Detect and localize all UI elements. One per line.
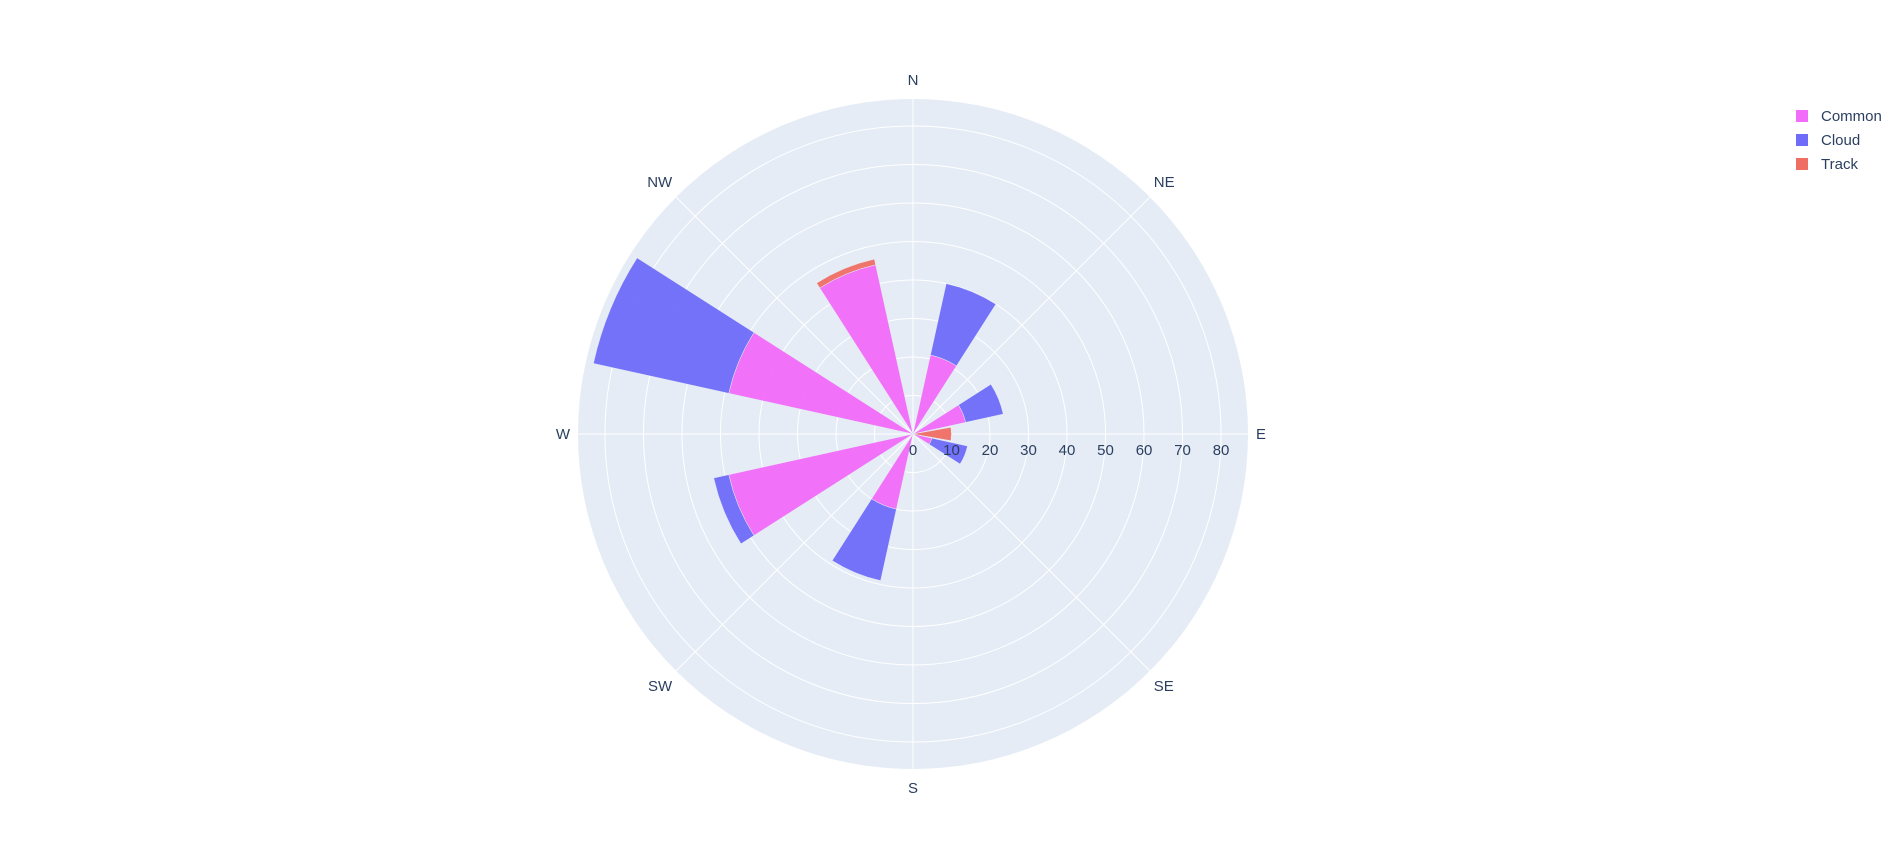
direction-label-s: S	[908, 780, 918, 797]
bar-cloud-wnw	[593, 257, 755, 394]
legend-item-cloud[interactable]: Cloud	[1796, 132, 1860, 149]
direction-label-ne: NE	[1154, 174, 1175, 191]
grid-spoke	[912, 196, 1151, 435]
legend-swatch	[1796, 158, 1808, 170]
polar-grid	[578, 99, 1248, 769]
bar-track-e	[912, 426, 952, 442]
legend-item-common[interactable]: Common	[1796, 108, 1882, 125]
angular-axis-labels: N NE E SE S SW W NW	[556, 72, 1266, 797]
bar-cloud-wsw	[713, 474, 755, 545]
bar-cloud-ssw	[831, 498, 897, 581]
bars	[593, 257, 1004, 581]
radial-tick-label: 80	[1213, 442, 1230, 459]
radial-tick-label: 50	[1097, 442, 1114, 459]
legend-label: Track	[1821, 156, 1858, 173]
radial-tick-label: 30	[1020, 442, 1037, 459]
direction-label-n: N	[908, 72, 919, 89]
radial-tick-label: 20	[982, 442, 999, 459]
radial-tick-label: 60	[1136, 442, 1153, 459]
bar-cloud-nne	[930, 283, 997, 367]
bar-cloud-ene	[958, 383, 1004, 423]
legend[interactable]: Common Cloud Track	[1796, 108, 1882, 173]
direction-label-nw: NW	[647, 174, 673, 191]
direction-label-w: W	[556, 426, 571, 443]
legend-swatch	[1796, 110, 1808, 122]
grid-spoke	[912, 433, 1151, 672]
radial-tick-label: 0	[909, 442, 917, 459]
grid-spoke	[675, 196, 914, 435]
radial-tick-label: 10	[943, 442, 960, 459]
legend-label: Common	[1821, 108, 1882, 125]
direction-label-sw: SW	[648, 678, 673, 695]
radial-tick-label: 70	[1174, 442, 1191, 459]
radial-axis-ticks: 0 10 20 30 40 50 60 70 80	[909, 442, 1230, 459]
legend-label: Cloud	[1821, 132, 1860, 149]
bar-track-nnw	[816, 258, 876, 289]
legend-item-track[interactable]: Track	[1796, 156, 1858, 173]
grid-spoke	[675, 433, 914, 672]
direction-label-e: E	[1256, 426, 1266, 443]
legend-swatch	[1796, 134, 1808, 146]
direction-label-se: SE	[1154, 678, 1174, 695]
bar-cloud-ese	[928, 437, 968, 465]
radial-tick-label: 40	[1059, 442, 1076, 459]
